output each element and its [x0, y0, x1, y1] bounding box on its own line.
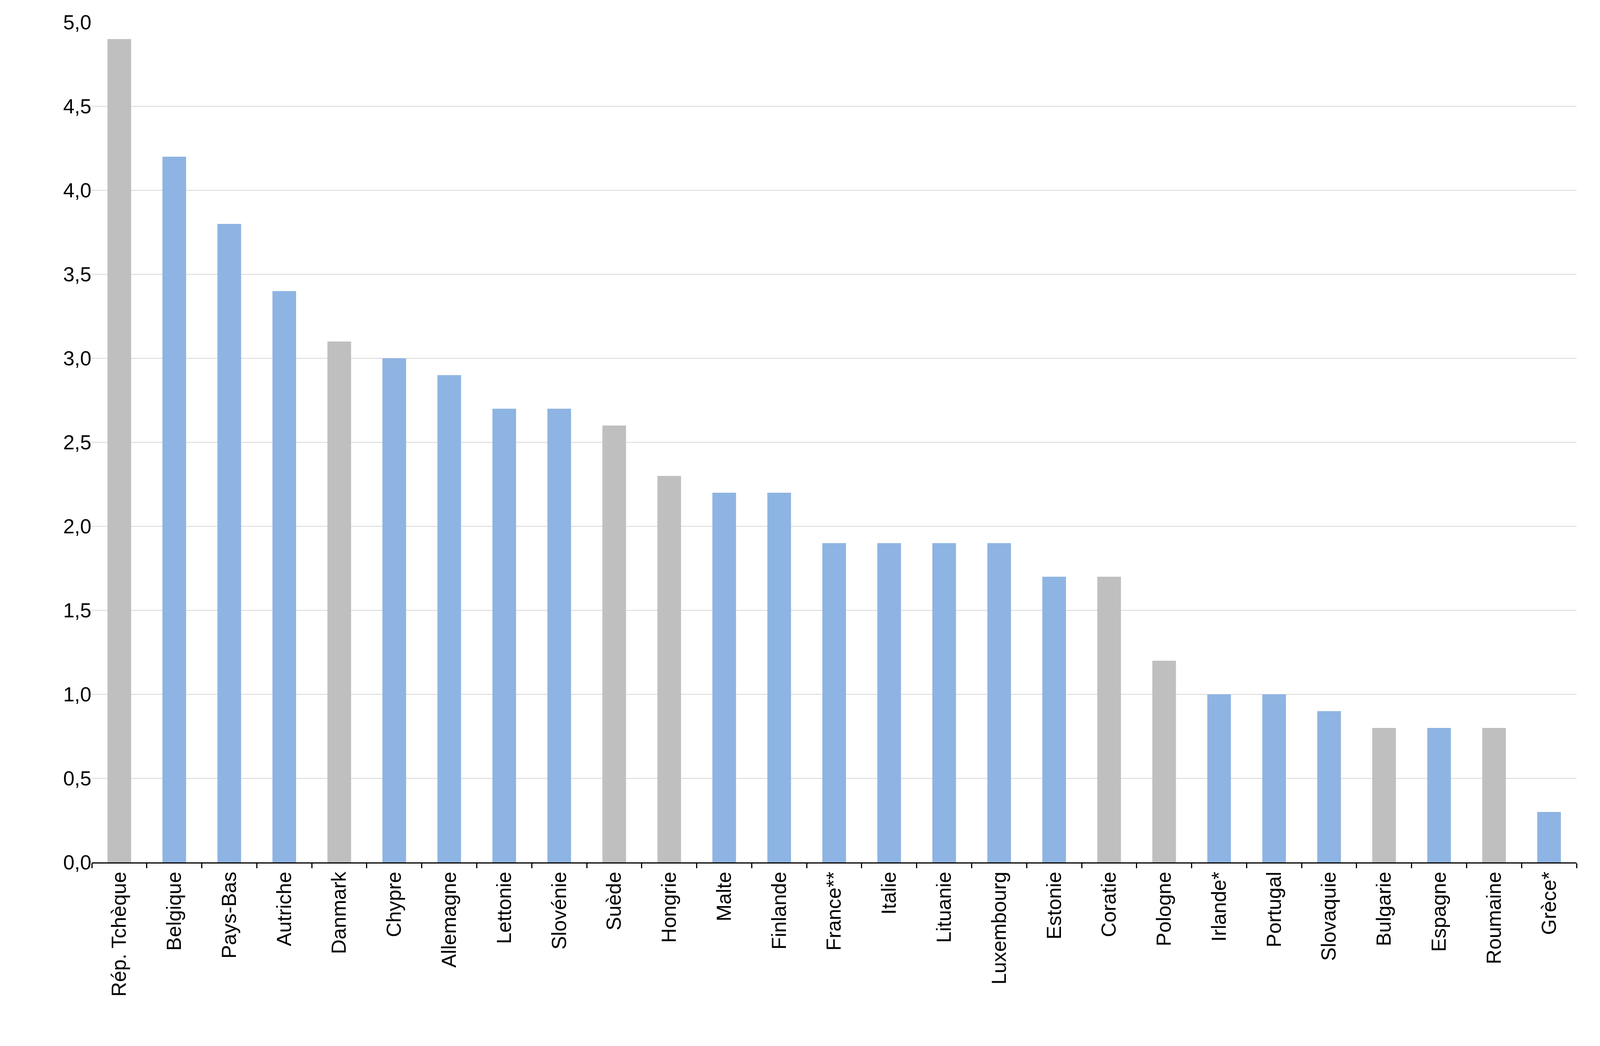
svg-text:Hongrie: Hongrie	[657, 871, 681, 943]
svg-text:4,5: 4,5	[63, 94, 92, 118]
svg-text:Lettonie: Lettonie	[492, 871, 516, 944]
svg-text:4,0: 4,0	[63, 178, 92, 202]
svg-text:Irlande*: Irlande*	[1207, 871, 1231, 942]
svg-text:Malte: Malte	[712, 871, 736, 922]
svg-text:3,5: 3,5	[63, 262, 92, 286]
svg-text:Lituanie: Lituanie	[932, 871, 956, 943]
svg-text:Slovaquie: Slovaquie	[1317, 871, 1340, 961]
svg-text:Danmark: Danmark	[327, 871, 350, 954]
svg-text:0,5: 0,5	[63, 766, 92, 790]
svg-text:Rép. Tchèque: Rép. Tchèque	[107, 871, 131, 997]
svg-text:Slovénie: Slovénie	[547, 871, 571, 950]
svg-text:Chypre: Chypre	[382, 871, 406, 938]
svg-text:Roumaine: Roumaine	[1482, 871, 1506, 965]
svg-text:Luxembourg: Luxembourg	[987, 871, 1011, 985]
svg-text:Belgique: Belgique	[162, 871, 186, 951]
svg-text:Bulgarie: Bulgarie	[1372, 871, 1395, 947]
svg-text:France**: France**	[822, 871, 845, 951]
svg-text:3,0: 3,0	[63, 346, 92, 370]
svg-text:2,5: 2,5	[63, 430, 92, 454]
svg-text:5,0: 5,0	[63, 10, 92, 34]
svg-text:Pays-Bas: Pays-Bas	[217, 871, 241, 959]
svg-text:Allemagne: Allemagne	[437, 871, 461, 968]
svg-text:Suède: Suède	[602, 871, 625, 931]
svg-text:0,0: 0,0	[63, 850, 92, 874]
svg-text:Espagne: Espagne	[1427, 871, 1450, 952]
svg-text:Coratie: Coratie	[1097, 871, 1120, 938]
svg-text:Portugal: Portugal	[1262, 871, 1286, 948]
svg-text:Grèce*: Grèce*	[1537, 871, 1561, 935]
svg-text:Estonie: Estonie	[1042, 871, 1066, 940]
svg-text:2,0: 2,0	[63, 514, 92, 538]
svg-text:Finlande: Finlande	[767, 871, 791, 950]
svg-text:Italie: Italie	[877, 871, 900, 915]
svg-text:1,5: 1,5	[63, 598, 92, 622]
svg-text:Pologne: Pologne	[1152, 871, 1175, 947]
svg-text:1,0: 1,0	[63, 682, 92, 706]
svg-text:Autriche: Autriche	[272, 871, 296, 947]
